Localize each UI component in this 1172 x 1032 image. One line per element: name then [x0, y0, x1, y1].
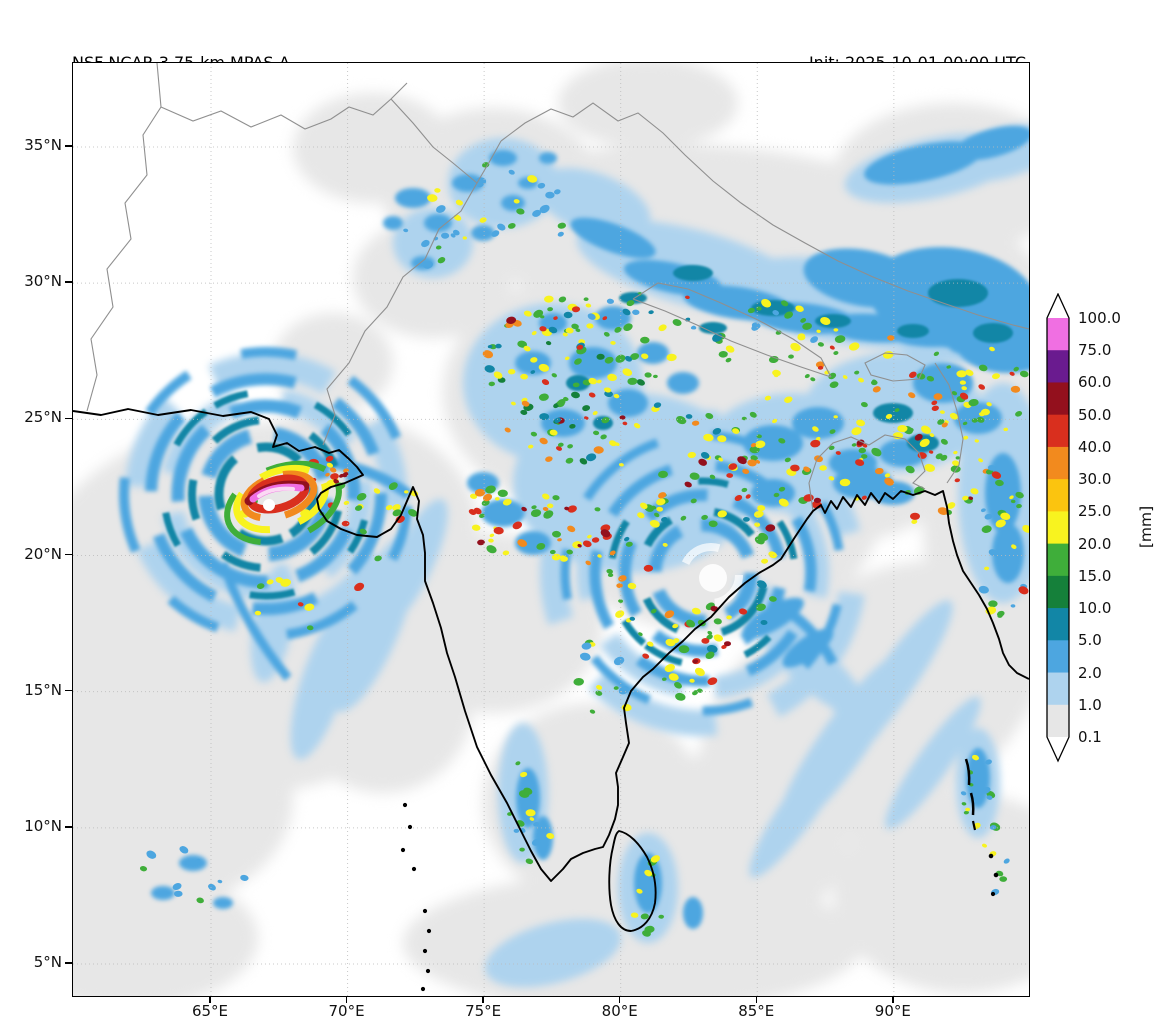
colorbar-tick-label: 15.0	[1078, 566, 1112, 585]
lat-tick-mark	[65, 145, 72, 147]
islands	[400, 758, 999, 992]
gridlines	[73, 63, 1029, 996]
colorbar-tick-label: 100.0	[1078, 309, 1121, 327]
lon-tick-mark	[618, 996, 621, 1003]
precipitation-map	[73, 63, 1029, 996]
lat-tick-label: 25°N	[24, 408, 62, 427]
colorbar-tick-label: 75.0	[1078, 341, 1112, 360]
lat-tick-mark	[65, 826, 72, 828]
colorbar-tick-label: 60.0	[1078, 373, 1112, 392]
colorbar-tick-label: 2.0	[1078, 663, 1102, 682]
colorbar-tick-label: 50.0	[1078, 405, 1112, 424]
lat-tick-label: 10°N	[24, 816, 62, 835]
colorbar	[1046, 293, 1070, 763]
colorbar-tick-label: 5.0	[1078, 631, 1102, 650]
colorbar-tick-label: 40.0	[1078, 437, 1112, 456]
map-plot-area	[72, 62, 1030, 997]
coastline	[73, 408, 1029, 932]
lat-tick-label: 15°N	[24, 680, 62, 699]
colorbar-tick-label: 25.0	[1078, 502, 1112, 521]
lat-tick-label: 20°N	[24, 544, 62, 563]
lat-tick-mark	[65, 553, 72, 556]
lat-tick-label: 35°N	[24, 136, 62, 154]
lon-tick-label: 65°E	[191, 1002, 229, 1020]
lon-tick-mark	[345, 996, 348, 1003]
lon-tick-label: 85°E	[738, 1002, 775, 1020]
lat-tick-mark	[65, 281, 72, 283]
colorbar-unit-label: [mm]	[1137, 505, 1155, 549]
lat-tick-mark	[65, 689, 72, 692]
lat-tick-mark	[65, 417, 72, 420]
colorbar-tick-label: 0.1	[1078, 728, 1102, 746]
lon-tick-mark	[755, 996, 758, 1003]
colorbar-tick-label: 10.0	[1078, 599, 1112, 618]
lon-tick-mark	[209, 996, 211, 1003]
lon-tick-mark	[482, 996, 484, 1003]
colorbar-tick-label: 20.0	[1078, 534, 1112, 553]
lon-tick-mark	[892, 996, 894, 1003]
country-borders	[86, 63, 1029, 512]
lat-tick-label: 30°N	[24, 272, 62, 291]
cyclone-core	[224, 460, 743, 607]
colorbar-tick-label: 30.0	[1078, 470, 1112, 489]
lon-tick-label: 80°E	[601, 1002, 638, 1020]
colorbar-tick-label: 1.0	[1078, 695, 1102, 714]
lat-tick-mark	[65, 962, 72, 964]
lon-tick-label: 75°E	[465, 1002, 502, 1020]
lat-tick-label: 5°N	[33, 953, 62, 972]
precip-speckles	[139, 162, 1029, 937]
lon-tick-label: 90°E	[874, 1002, 911, 1020]
lon-tick-label: 70°E	[328, 1002, 365, 1020]
